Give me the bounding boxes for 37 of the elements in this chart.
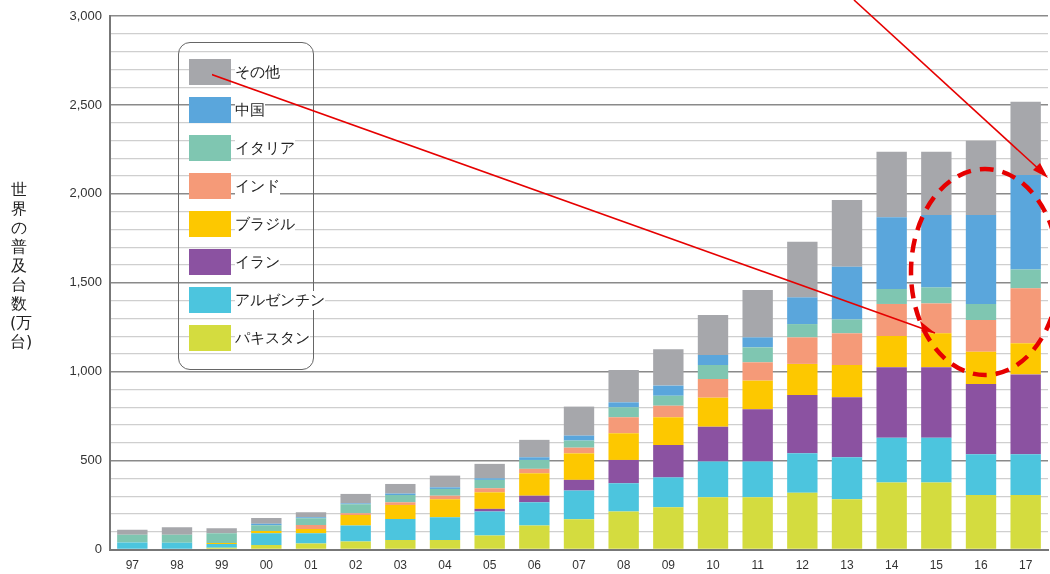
x-tick-label: 99 (214, 558, 229, 573)
legend-label: パキスタン (235, 328, 310, 348)
legend-label: インド (235, 176, 280, 196)
legend-label: アルゼンチン (235, 290, 325, 310)
x-tick-label: 17 (1018, 558, 1033, 573)
y-tick-label: 3,000 (69, 7, 102, 23)
x-tick-label: 15 (929, 558, 944, 573)
x-tick-label: 10 (706, 558, 720, 573)
y-tick-label: 0 (94, 541, 102, 557)
x-tick-label: 07 (572, 558, 586, 573)
x-tick-label: 12 (795, 558, 810, 573)
y-tick-label: 2,500 (69, 96, 102, 112)
y-tick-label: 500 (80, 452, 102, 468)
x-tick-label: 06 (527, 558, 542, 573)
legend-label: その他 (235, 62, 280, 82)
x-tick-label: 11 (751, 558, 765, 573)
legend-label: イラン (235, 252, 280, 272)
x-tick-label: 04 (438, 558, 452, 573)
x-tick-label: 09 (661, 558, 676, 573)
x-tick-label: 01 (304, 558, 318, 573)
x-tick-label: 05 (482, 558, 497, 573)
text: 世界の普及台数(万台) (10, 180, 33, 351)
x-tick-label: 03 (393, 558, 408, 573)
x-tick-label: 14 (884, 558, 899, 573)
legend-label: 中国 (235, 100, 265, 120)
x-tick-label: 97 (125, 558, 140, 573)
y-tick-label: 2,000 (69, 185, 102, 201)
x-tick-label: 13 (840, 558, 854, 573)
legend-label: イタリア (235, 138, 295, 158)
legend-label: ブラジル (235, 214, 295, 234)
y-tick-label: 1,000 (69, 363, 102, 379)
x-tick-label: 08 (616, 558, 631, 573)
x-tick-label: 98 (170, 558, 184, 573)
x-tick-label: 16 (974, 558, 988, 573)
x-tick-label: 02 (348, 558, 363, 573)
y-tick-label: 1,500 (69, 274, 102, 290)
x-tick-label: 00 (259, 558, 274, 573)
